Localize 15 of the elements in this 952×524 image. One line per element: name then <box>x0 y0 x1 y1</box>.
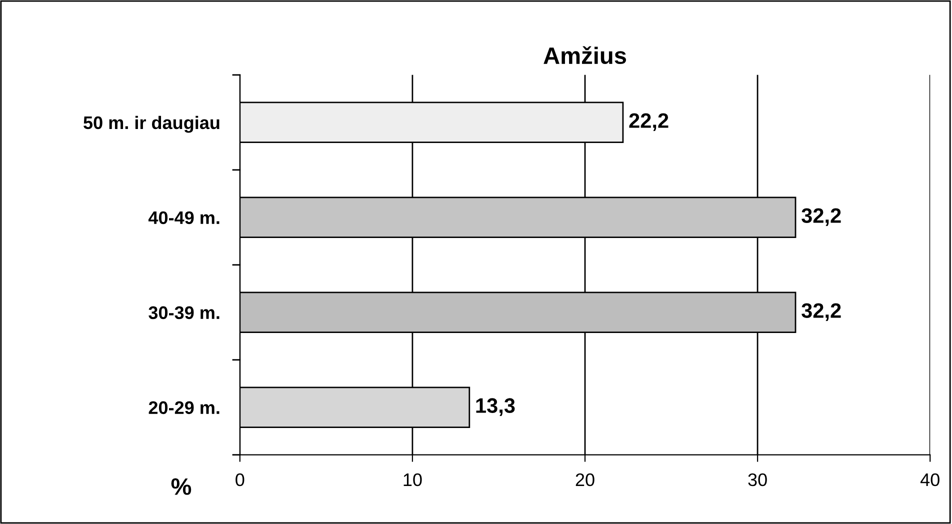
data-label: 13,3 <box>476 398 515 416</box>
x-tick-label: 40 <box>920 473 940 486</box>
y-tick-label: 40-49 m. <box>148 211 220 224</box>
x-tick-label: 10 <box>404 473 422 486</box>
y-tick-label: 30-39 m. <box>148 306 220 320</box>
data-label: 22,2 <box>629 113 668 132</box>
data-label: 32,2 <box>802 208 841 226</box>
y-tick-label: 20-29 m. <box>148 401 220 414</box>
y-tick-label: 50 m. ir daugiau <box>84 116 220 133</box>
x-tick-label: 0 <box>236 473 244 486</box>
x-axis-title: % <box>171 478 192 495</box>
data-label: 32,2 <box>802 303 841 321</box>
chart-title: Amžius <box>544 46 626 64</box>
x-tick-label: 20 <box>576 473 594 486</box>
x-tick-label: 30 <box>748 473 767 486</box>
